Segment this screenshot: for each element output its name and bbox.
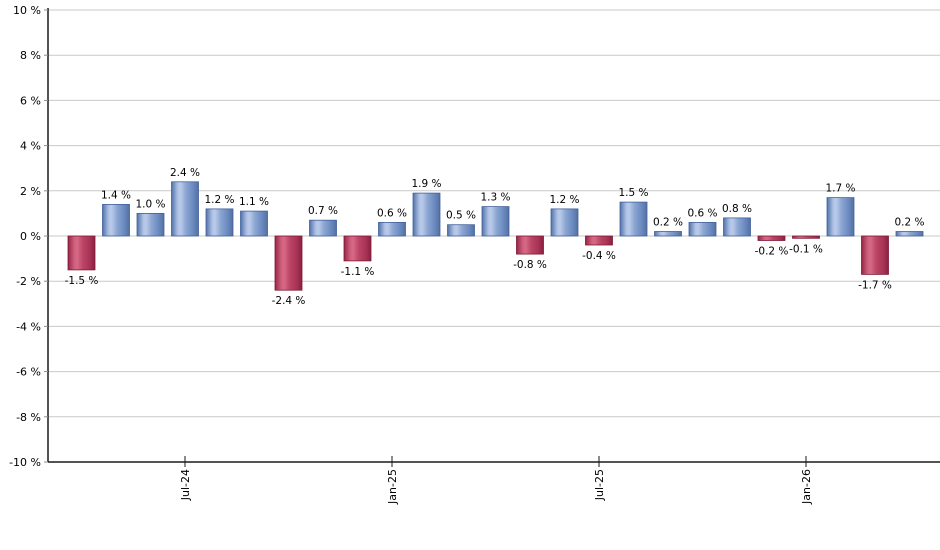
- y-tick-label: 2 %: [20, 185, 41, 198]
- bar-value-label: 0.2 %: [653, 217, 683, 229]
- y-tick-label: -8 %: [16, 411, 41, 424]
- x-tick-label: Jul-24: [179, 469, 192, 501]
- x-tick-label: Jan-26: [800, 469, 813, 505]
- bar-positive[interactable]: [688, 221, 717, 237]
- x-tick-label: Jan-25: [386, 469, 399, 505]
- bar-value-label: -1.7 %: [858, 279, 892, 291]
- y-tick-label: -10 %: [9, 456, 41, 469]
- bar-positive[interactable]: [136, 212, 165, 237]
- bar-negative[interactable]: [757, 235, 786, 241]
- bar-positive[interactable]: [481, 206, 510, 237]
- y-tick-label: 4 %: [20, 140, 41, 153]
- bar-negative[interactable]: [861, 235, 889, 275]
- bar-positive[interactable]: [895, 231, 924, 237]
- bar-value-label: 1.7 %: [825, 183, 855, 195]
- y-tick-label: 6 %: [20, 94, 41, 107]
- bar-value-label: 0.2 %: [894, 217, 924, 229]
- y-tick-label: -4 %: [16, 320, 41, 333]
- bar-positive[interactable]: [309, 219, 337, 237]
- bar-value-label: 2.4 %: [170, 167, 200, 179]
- bar-positive[interactable]: [378, 221, 406, 237]
- bar-positive[interactable]: [412, 192, 441, 237]
- bar-negative[interactable]: [792, 235, 820, 239]
- bar-value-label: 0.6 %: [687, 207, 717, 219]
- bar-positive[interactable]: [240, 210, 268, 237]
- bar-value-label: 0.6 %: [377, 207, 407, 219]
- bar-value-label: 1.1 %: [239, 196, 269, 208]
- bar-value-label: 1.2 %: [204, 194, 234, 206]
- bar-positive[interactable]: [205, 208, 234, 237]
- bar-value-label: -0.2 %: [755, 246, 789, 258]
- bar-value-label: 1.0 %: [135, 198, 165, 210]
- bar-value-label: 0.8 %: [722, 203, 752, 215]
- bar-value-label: -0.8 %: [513, 259, 547, 271]
- x-tick-label: Jul-25: [593, 469, 606, 501]
- bar-negative[interactable]: [343, 235, 372, 262]
- bar-positive[interactable]: [447, 224, 475, 237]
- bar-value-label: 1.4 %: [101, 189, 131, 201]
- y-tick-label: -6 %: [16, 366, 41, 379]
- bar-positive[interactable]: [102, 203, 130, 237]
- bar-negative[interactable]: [585, 235, 613, 246]
- y-tick-label: 0 %: [20, 230, 41, 243]
- bar-negative[interactable]: [67, 235, 96, 271]
- y-tick-label: 8 %: [20, 49, 41, 62]
- bar-positive[interactable]: [723, 217, 751, 237]
- bar-positive[interactable]: [619, 201, 648, 237]
- bar-positive[interactable]: [826, 197, 855, 237]
- bar-negative[interactable]: [274, 235, 303, 291]
- bar-value-label: -2.4 %: [272, 295, 306, 307]
- bar-value-label: -1.5 %: [65, 275, 99, 287]
- y-tick-label: -2 %: [16, 275, 41, 288]
- bar-value-label: 0.5 %: [446, 210, 476, 222]
- bar-value-label: 0.7 %: [308, 205, 338, 217]
- bar-value-label: -0.1 %: [789, 243, 823, 255]
- bar-positive[interactable]: [550, 208, 579, 237]
- bar-value-label: -1.1 %: [341, 266, 375, 278]
- bar-value-label: -0.4 %: [582, 250, 616, 262]
- y-tick-label: 10 %: [13, 4, 41, 17]
- bar-value-label: 1.3 %: [480, 192, 510, 204]
- bar-value-label: 1.2 %: [549, 194, 579, 206]
- bar-positive[interactable]: [654, 231, 682, 237]
- bar-positive[interactable]: [171, 181, 199, 237]
- bar-negative[interactable]: [516, 235, 544, 255]
- bar-value-label: 1.5 %: [618, 187, 648, 199]
- bar-value-label: 1.9 %: [411, 178, 441, 190]
